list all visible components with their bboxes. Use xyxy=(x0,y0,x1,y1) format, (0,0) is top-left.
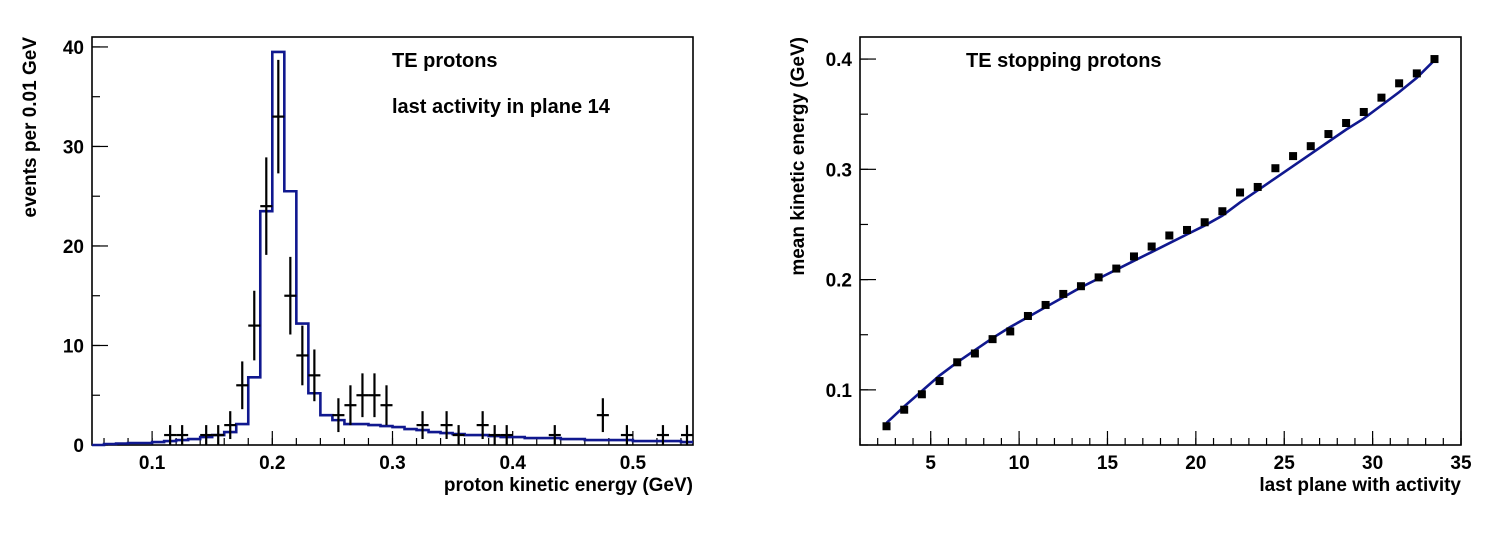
data-point xyxy=(548,425,561,445)
data-point xyxy=(284,256,297,335)
x-tick-label: 20 xyxy=(1185,453,1206,474)
y-tick-label: 0.2 xyxy=(826,271,852,292)
data-marker xyxy=(1129,252,1138,261)
data-marker xyxy=(1076,282,1085,291)
annotation-text: TE protons xyxy=(392,50,498,72)
y-tick-label: 0.1 xyxy=(826,381,853,402)
data-marker xyxy=(900,405,909,414)
right-panel-mean-energy-vs-plane: 5 10 15 20 25 30 35 0.1 0.2 0.3 0.4 last plane with… xyxy=(788,36,1472,496)
x-tick-label: 0.4 xyxy=(499,453,526,474)
x-tick-label: 25 xyxy=(1274,453,1296,474)
y-tick-label: 20 xyxy=(63,237,84,258)
x-axis-title: proton kinetic energy (GeV) xyxy=(444,475,693,496)
annotation-text: TE stopping protons xyxy=(966,50,1162,72)
data-point xyxy=(260,157,273,255)
data-marker xyxy=(1236,188,1245,197)
data-point xyxy=(176,425,189,445)
x-tick-label: 0.2 xyxy=(259,453,285,474)
x-tick-label: 10 xyxy=(1009,453,1030,474)
data-marker xyxy=(1147,242,1156,251)
data-marker xyxy=(1165,231,1174,240)
data-marker xyxy=(953,358,962,367)
left-panel-energy-histogram: 0.1 0.2 0.3 0.4 0.5 0 10 20 30 40 proton kinetic e… xyxy=(20,36,694,496)
annotation-text: last activity in plane 14 xyxy=(392,96,611,118)
data-marker xyxy=(1342,119,1351,128)
data-point xyxy=(236,361,249,410)
data-marker xyxy=(970,349,979,358)
data-marker xyxy=(1395,79,1404,88)
data-point xyxy=(356,373,369,418)
data-marker xyxy=(1112,264,1121,273)
data-marker xyxy=(1183,225,1192,234)
data-marker xyxy=(1289,152,1298,161)
data-marker xyxy=(1430,55,1439,64)
data-point xyxy=(308,349,321,402)
data-point xyxy=(212,425,225,445)
plot-frame xyxy=(859,36,1462,446)
data-point xyxy=(164,425,177,445)
x-tick-label: 15 xyxy=(1097,453,1119,474)
x-tick-label: 5 xyxy=(925,453,936,474)
data-marker xyxy=(988,335,997,344)
data-point xyxy=(272,59,285,174)
mc-curve-line xyxy=(885,59,1436,424)
data-marker xyxy=(1023,311,1032,320)
data-point xyxy=(452,425,465,445)
x-tick-label: 0.5 xyxy=(620,453,647,474)
data-point xyxy=(440,411,453,440)
data-marker xyxy=(1200,218,1209,227)
data-marker xyxy=(1006,327,1015,336)
y-tick-label: 0.3 xyxy=(826,160,852,181)
data-marker xyxy=(1377,93,1386,102)
y-tick-label: 10 xyxy=(63,336,84,357)
x-axis-title: last plane with activity xyxy=(1259,475,1461,496)
data-point xyxy=(224,411,237,440)
data-point xyxy=(296,325,309,386)
data-point xyxy=(248,290,261,361)
data-marker xyxy=(1218,207,1227,216)
data-marker xyxy=(1359,107,1368,116)
y-tick-label: 0 xyxy=(73,436,84,457)
data-point xyxy=(476,411,489,440)
y-tick-label: 40 xyxy=(63,38,84,59)
data-marker xyxy=(935,377,944,386)
data-point xyxy=(416,411,429,440)
y-tick-label: 0.4 xyxy=(826,50,853,71)
x-tick-label: 30 xyxy=(1362,453,1383,474)
mc-histogram-line xyxy=(92,50,693,447)
data-marker xyxy=(1253,182,1262,191)
data-point xyxy=(620,425,633,445)
x-tick-label: 0.1 xyxy=(139,453,166,474)
data-point xyxy=(656,425,669,445)
data-marker xyxy=(1271,164,1280,173)
y-tick-label: 30 xyxy=(63,137,84,158)
data-marker xyxy=(1412,69,1421,78)
data-point xyxy=(488,425,501,445)
data-marker xyxy=(1324,130,1333,139)
data-point xyxy=(200,425,213,445)
y-axis-title: mean kinetic energy (GeV) xyxy=(788,37,809,276)
data-point xyxy=(680,425,693,445)
y-axis-title: events per 0.01 GeV xyxy=(20,37,41,218)
x-tick-label: 0.3 xyxy=(379,453,405,474)
data-point xyxy=(344,385,357,426)
data-marker xyxy=(1306,142,1315,151)
data-marker xyxy=(882,422,891,431)
data-point xyxy=(596,398,609,433)
data-marker xyxy=(1059,289,1068,298)
x-tick-label: 35 xyxy=(1450,453,1472,474)
data-point xyxy=(500,425,513,445)
data-marker xyxy=(1041,300,1050,309)
data-point xyxy=(332,398,345,433)
data-marker xyxy=(1094,273,1103,282)
data-marker xyxy=(917,390,926,399)
data-point xyxy=(368,373,381,418)
data-point xyxy=(380,385,393,426)
